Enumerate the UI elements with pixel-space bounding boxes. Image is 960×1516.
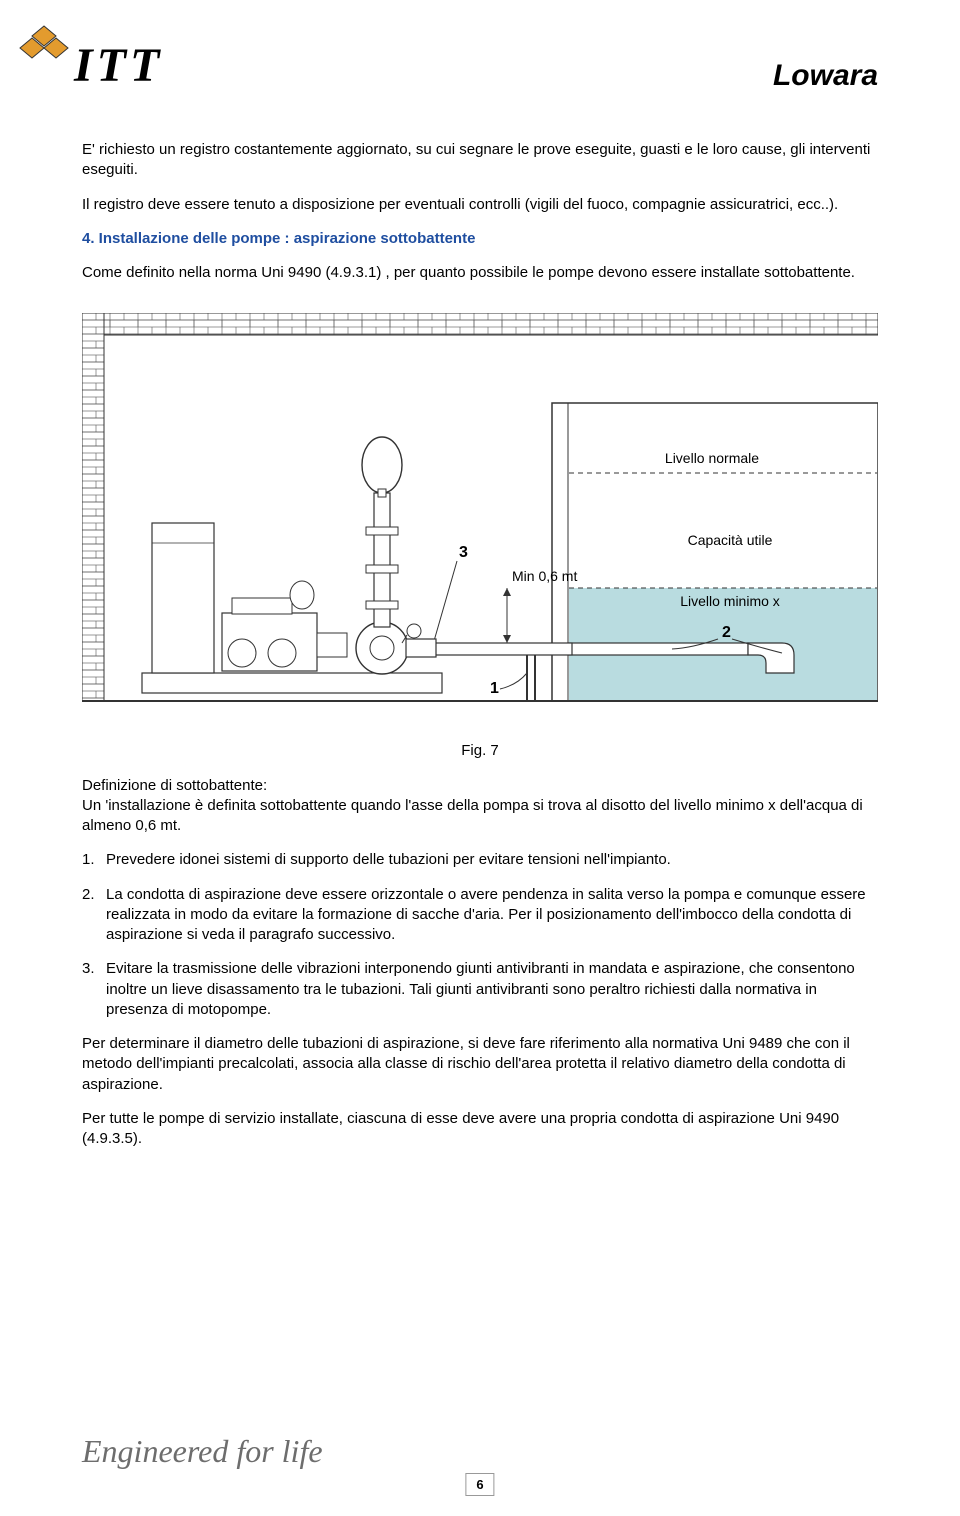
intro-p1: E' richiesto un registro costantemente a… <box>82 140 878 181</box>
label-2: 2 <box>722 624 731 641</box>
list-num-2: 2. <box>82 885 106 946</box>
logo-icon <box>18 20 70 77</box>
list-text-2: La condotta di aspirazione deve essere o… <box>106 885 878 946</box>
list-num-1: 1. <box>82 850 106 870</box>
definition-text: Un 'installazione è definita sottobatten… <box>82 797 863 834</box>
label-capacita: Capacità utile <box>688 532 773 548</box>
definition-block: Definizione di sottobattente: Un 'instal… <box>82 776 878 837</box>
label-livello-min: Livello minimo x <box>680 593 780 609</box>
figure-label: Fig. 7 <box>82 741 878 761</box>
list-text-3: Evitare la trasmissione delle vibrazioni… <box>106 959 878 1020</box>
definition-title: Definizione di sottobattente: <box>82 777 267 794</box>
footer-tagline: Engineered for life <box>82 1433 323 1470</box>
list-num-3: 3. <box>82 959 106 1020</box>
intro-p2: Il registro deve essere tenuto a disposi… <box>82 195 878 215</box>
brand-lowara: Lowara <box>773 59 878 93</box>
pump-set <box>142 437 442 693</box>
list-item: 2. La condotta di aspirazione deve esser… <box>82 885 878 946</box>
list-text-1: Prevedere idonei sistemi di supporto del… <box>106 850 878 870</box>
brand-itt: ITT <box>74 38 163 93</box>
list-item: 1. Prevedere idonei sistemi di supporto … <box>82 850 878 870</box>
section-title: 4. Installazione delle pompe : aspirazio… <box>82 229 878 249</box>
section-body: Come definito nella norma Uni 9490 (4.9.… <box>82 263 878 283</box>
installation-diagram: Livello normale Capacità utile Livello m… <box>82 313 878 723</box>
label-1: 1 <box>490 680 499 697</box>
list-item: 3. Evitare la trasmissione delle vibrazi… <box>82 959 878 1020</box>
label-min-height: Min 0,6 mt <box>512 568 577 584</box>
label-livello-normale: Livello normale <box>665 450 759 466</box>
label-3: 3 <box>459 544 468 561</box>
page-number: 6 <box>465 1473 494 1496</box>
closing-p2: Per tutte le pompe di servizio installat… <box>82 1109 878 1150</box>
closing-p1: Per determinare il diametro delle tubazi… <box>82 1034 878 1095</box>
